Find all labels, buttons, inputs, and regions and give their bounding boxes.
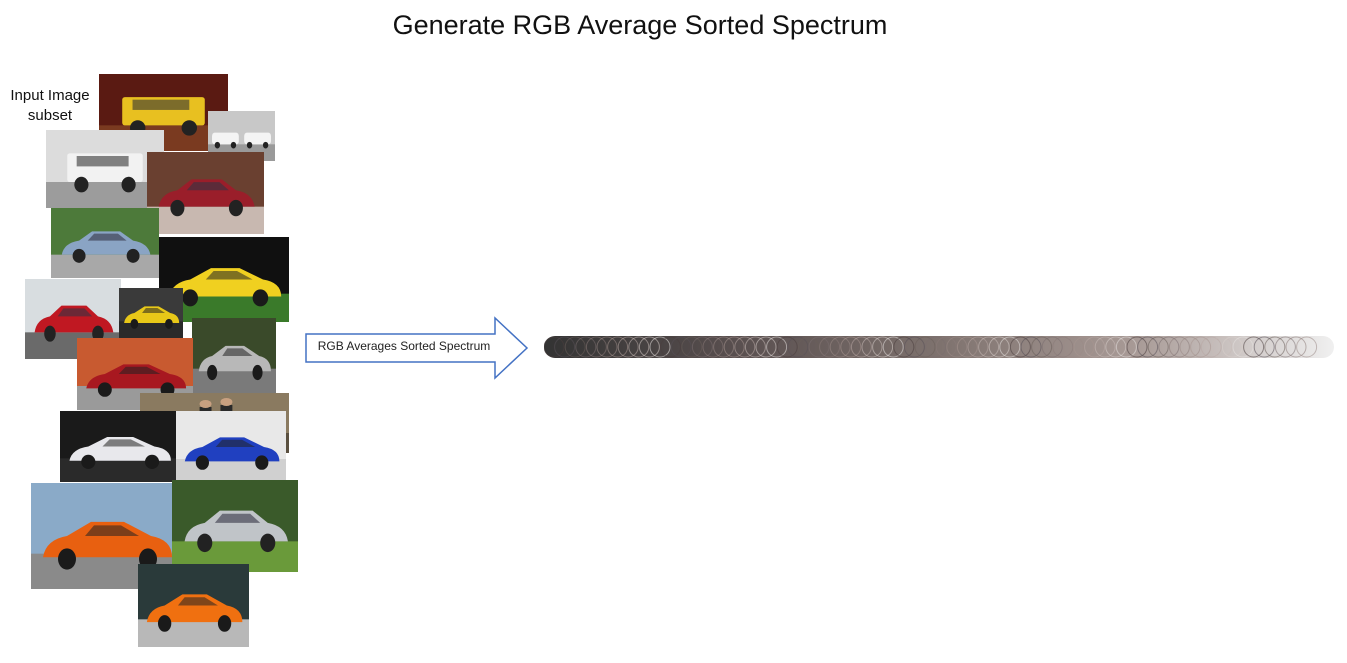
spectrum-ring [585, 336, 607, 358]
photo-yellow-rear [119, 288, 183, 338]
spectrum-ring [840, 336, 862, 358]
spectrum-ring [649, 336, 671, 358]
spectrum-ring [1094, 336, 1116, 358]
spectrum-ring [544, 336, 565, 358]
spectrum-ring [1274, 336, 1296, 358]
spectrum-ring [744, 336, 766, 358]
photo-orange-tt [138, 564, 249, 647]
spectrum-ring [776, 336, 798, 358]
spectrum-ring [1264, 336, 1286, 358]
photo-silver-car-road [192, 318, 276, 394]
spectrum-ring [1137, 336, 1159, 358]
spectrum-ring [850, 336, 872, 358]
spectrum-ring [1232, 336, 1254, 358]
spectrum-ring [1115, 336, 1137, 358]
photo-white-aston [60, 411, 178, 482]
spectrum-ring [1285, 336, 1307, 358]
spectrum-ring [1084, 336, 1106, 358]
spectrum-ring [967, 336, 989, 358]
spectrum-ring [999, 336, 1021, 358]
spectrum-ring [861, 336, 883, 358]
rgb-average-spectrum [544, 336, 1334, 358]
input-label-line1: Input Image [10, 87, 90, 104]
spectrum-ring [946, 336, 968, 358]
spectrum-ring [1031, 336, 1053, 358]
spectrum-ring [1211, 336, 1233, 358]
spectrum-ring [638, 336, 660, 358]
photo-silver-sedan [51, 208, 159, 278]
spectrum-ring [596, 336, 618, 358]
spectrum-ring [1147, 336, 1169, 358]
photo-red-sedan-garage [147, 152, 264, 234]
right-arrow-icon [305, 316, 529, 380]
spectrum-ring [808, 336, 830, 358]
spectrum-ring [1179, 336, 1201, 358]
spectrum-ring [1221, 336, 1243, 358]
spectrum-ring [1158, 336, 1180, 358]
spectrum-ring [935, 336, 957, 358]
spectrum-ring [670, 336, 692, 358]
spectrum-ring [978, 336, 1000, 358]
spectrum-ring [755, 336, 777, 358]
spectrum-ring [829, 336, 851, 358]
spectrum-ring [1041, 336, 1063, 358]
input-image-label: Input Image subset [4, 86, 96, 126]
spectrum-ring [925, 336, 947, 358]
spectrum-ring [660, 336, 682, 358]
spectrum-ring [681, 336, 703, 358]
spectrum-ring [797, 336, 819, 358]
spectrum-ring [872, 336, 894, 358]
spectrum-ring [1073, 336, 1095, 358]
photo-red-sedan-road [25, 279, 121, 359]
spectrum-ring [1009, 336, 1031, 358]
spectrum-ring [1253, 336, 1275, 358]
spectrum-band [544, 336, 1334, 358]
spectrum-ring [1126, 336, 1148, 358]
spectrum-ring [1168, 336, 1190, 358]
spectrum-ring [988, 336, 1010, 358]
spectrum-ring [1243, 336, 1265, 358]
photo-blue-aston [176, 411, 286, 483]
spectrum-ring [607, 336, 629, 358]
spectrum-ring [882, 336, 904, 358]
spectrum-ring [1105, 336, 1127, 358]
spectrum-ring [1200, 336, 1222, 358]
spectrum-ring [691, 336, 713, 358]
spectrum-ring [1052, 336, 1074, 358]
spectrum-ring [1190, 336, 1212, 358]
spectrum-ring [893, 336, 915, 358]
spectrum-ring [766, 336, 788, 358]
spectrum-ring [554, 336, 576, 358]
spectrum-ring [1020, 336, 1042, 358]
page-title: Generate RGB Average Sorted Spectrum [392, 10, 888, 40]
spectrum-ring [702, 336, 724, 358]
input-label-line2: subset [27, 107, 73, 124]
spectrum-ring [617, 336, 639, 358]
spectrum-ring [713, 336, 735, 358]
spectrum-ring [1296, 336, 1318, 358]
photo-silver-car-grass [172, 480, 298, 572]
spectrum-ring [956, 336, 978, 358]
spectrum-ring [819, 336, 841, 358]
spectrum-ring [723, 336, 745, 358]
spectrum-ring [628, 336, 650, 358]
spectrum-ring [575, 336, 597, 358]
spectrum-ring [787, 336, 809, 358]
arrow-label: RGB Averages Sorted Spectrum [317, 339, 491, 353]
spectrum-ring [734, 336, 756, 358]
spectrum-ring [914, 336, 936, 358]
photo-white-hummer [46, 130, 164, 208]
spectrum-ring [903, 336, 925, 358]
spectrum-ring [564, 336, 586, 358]
spectrum-ring [1062, 336, 1084, 358]
